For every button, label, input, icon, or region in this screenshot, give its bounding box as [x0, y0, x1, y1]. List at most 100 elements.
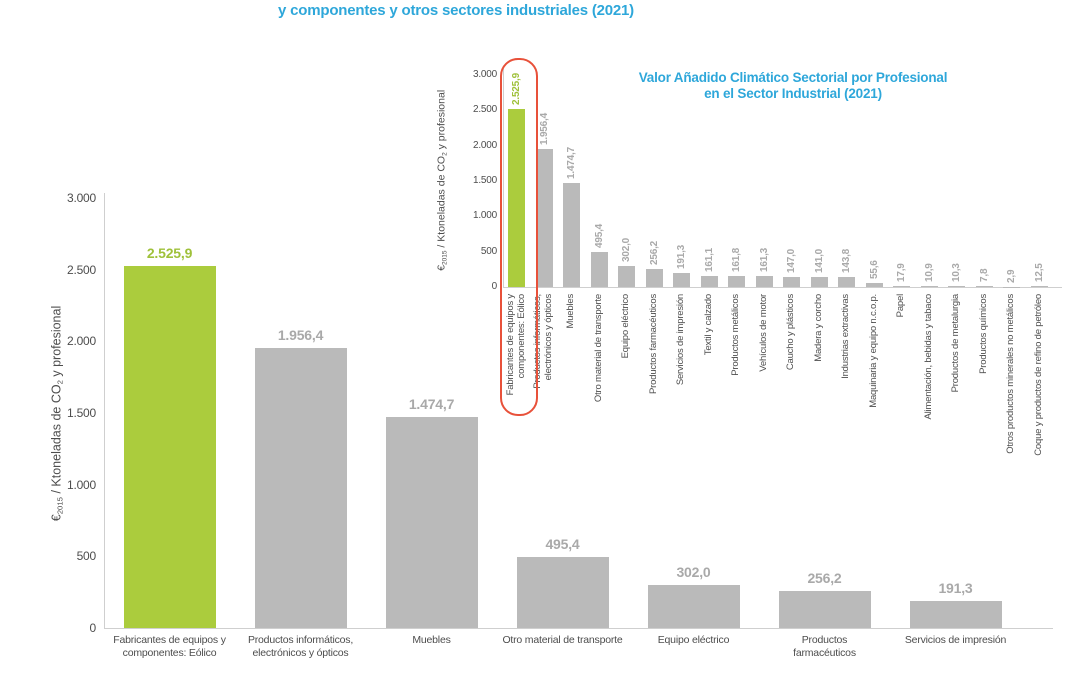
y-tick-label: 3.000 [472, 69, 497, 80]
category-label: Fabricantes de equipos y componentes: Eó… [113, 634, 226, 659]
category-label: Otros productos minerales no metálicos [1005, 294, 1017, 454]
category-label: Otro material de transporte [502, 634, 623, 646]
bar [778, 591, 871, 628]
y-tick-label: 2.500 [66, 262, 96, 277]
bar-value-label: 161,3 [758, 247, 770, 272]
bar-value-label: 2,9 [1006, 269, 1018, 283]
category-label: Coque y productos de refino de petróleo [1032, 294, 1044, 456]
bar-value-label: 191,3 [938, 579, 973, 596]
y-tick-label: 2.000 [66, 334, 96, 349]
category-label: Productos informáticos, electrónicos y ó… [247, 634, 354, 659]
bar [865, 283, 883, 287]
bar [810, 277, 828, 287]
ylabel-co-sub: 2 [55, 380, 65, 385]
bar-value-label: 12,5 [1033, 263, 1045, 283]
category-label: Otro material de transporte [592, 294, 604, 403]
category-label: Muebles [412, 634, 451, 646]
bar [647, 584, 740, 628]
bar [728, 275, 746, 287]
category-label: Alimentación, bebidas y tabaco [922, 294, 934, 420]
y-tick-label: 500 [76, 549, 97, 564]
bar-value-label: 147,0 [786, 248, 798, 273]
category-label: Servicios de impresión [675, 294, 687, 386]
bar [673, 273, 691, 287]
y-tick-label: 1.000 [472, 210, 497, 222]
category-label: Productos farmacéuticos [793, 634, 856, 659]
bar [618, 265, 636, 287]
bar [385, 416, 478, 628]
bar [948, 286, 966, 288]
bar-value-label: 10,3 [951, 263, 963, 283]
category-label: Maquinaria y equipo n.c.o.p. [867, 294, 879, 408]
bar-value-label: 161,1 [703, 247, 715, 272]
category-label: Industrias extractivas [840, 294, 852, 379]
bar [535, 148, 553, 287]
ylabel-euro: € [49, 514, 64, 522]
bar [1003, 286, 1021, 288]
bar-value-label: 302,0 [676, 563, 711, 580]
category-label: Productos de metalurgia [950, 294, 962, 393]
bar [590, 251, 608, 287]
bar [1030, 286, 1048, 288]
bar [645, 268, 663, 287]
bar-value-label: 143,8 [841, 248, 853, 273]
bar [254, 347, 347, 628]
y-axis-line [104, 193, 105, 628]
y-tick-label: 1.500 [472, 175, 497, 186]
bar [516, 556, 609, 628]
category-label: Madera y corcho [812, 294, 824, 362]
bar-value-label: 2.525,9 [146, 244, 193, 261]
x-axis-line [104, 628, 1053, 629]
bar-highlight [508, 108, 526, 287]
bar [909, 600, 1002, 628]
bar-value-label: 256,2 [648, 240, 660, 265]
bar-value-label: 495,4 [545, 535, 580, 552]
y-tick-label: 2.000 [472, 139, 497, 151]
category-label: Productos metálicos [730, 294, 742, 376]
bar [563, 182, 581, 287]
bar-value-label: 1.474,7 [566, 146, 578, 179]
highlight-capsule [499, 58, 538, 416]
y-tick-label: 500 [480, 245, 497, 257]
ylabel-euro-sub: 2015 [55, 497, 65, 515]
bar [893, 285, 911, 287]
bar-value-label: 1.474,7 [408, 395, 455, 412]
page-title: y componentes y otros sectores industria… [278, 2, 634, 19]
y-tick-label: 3.000 [66, 191, 96, 205]
ylabel-mid: / Ktoneladas de CO [435, 155, 448, 251]
category-label: Textil y calzado [702, 294, 714, 356]
bar-value-label: 141,0 [813, 249, 825, 274]
bar [755, 275, 773, 287]
bar-value-label: 7,8 [978, 269, 990, 283]
y-tick-label: 0 [89, 621, 97, 635]
bar-value-label: 302,0 [621, 237, 633, 262]
y-tick-label: 2.500 [472, 104, 497, 116]
y-axis-line [503, 69, 504, 287]
ylabel-post: y profesional [435, 89, 448, 153]
bar [700, 275, 718, 287]
bar-value-label: 1.956,4 [277, 326, 324, 343]
bar-highlight [123, 265, 216, 628]
category-label: Caucho y plásticos [785, 294, 797, 371]
category-label: Servicios de impresión [904, 634, 1007, 646]
bar [783, 276, 801, 287]
category-label: Productos farmacéuticos [647, 294, 659, 394]
category-label: Equipo eléctrico [657, 634, 730, 646]
bar-value-label: 256,2 [807, 570, 842, 587]
y-tick-label: 0 [491, 281, 498, 292]
inset-chart-title: Valor Añadido Climático Sectorial por Pr… [638, 70, 948, 101]
bar-value-label: 17,9 [896, 263, 908, 282]
bar-value-label: 1.956,4 [538, 112, 550, 145]
category-label: Equipo eléctrico [620, 294, 632, 359]
bar-value-label: 161,8 [731, 247, 743, 272]
y-tick-label: 1.500 [66, 406, 96, 420]
bar-value-label: 495,4 [593, 223, 605, 248]
y-tick-label: 1.000 [66, 477, 96, 492]
category-label: Vehículos de motor [757, 294, 769, 372]
bar-value-label: 191,3 [676, 245, 688, 270]
category-label: Productos químicos [977, 294, 989, 374]
bar-value-label: 10,9 [923, 263, 935, 283]
category-label: Muebles [565, 294, 577, 329]
bar [920, 286, 938, 288]
